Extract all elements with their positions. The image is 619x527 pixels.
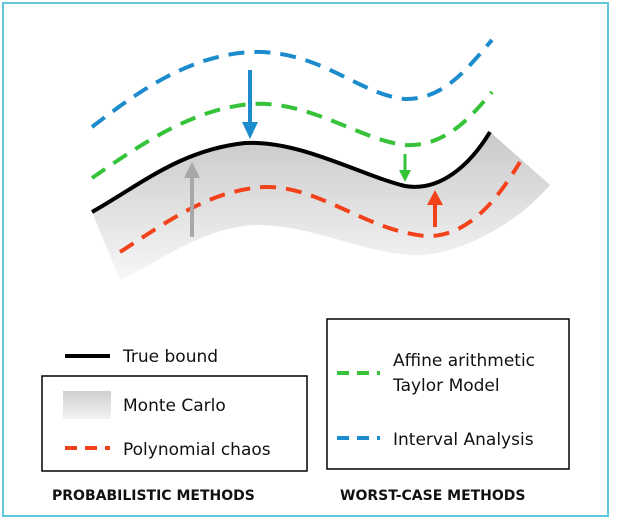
true-bound-curve	[91, 130, 492, 214]
legend-monte-carlo-label: Monte Carlo	[123, 396, 226, 416]
probabilistic-caption: PROBABILISTIC METHODS	[52, 488, 255, 504]
legend-taylor-label: Taylor Model	[392, 376, 500, 396]
figure-frame	[2, 2, 609, 517]
legend-polynomial-chaos-label: Polynomial chaos	[123, 440, 271, 460]
worst-case-legend-box	[326, 318, 570, 470]
gray-arrow	[184, 162, 200, 237]
worst-case-caption: WORST-CASE METHODS	[340, 488, 526, 504]
legend-true-bound-label: True bound	[122, 347, 218, 367]
red-arrow	[427, 190, 443, 227]
legend-interval-label: Interval Analysis	[393, 430, 534, 450]
blue-arrow	[242, 70, 258, 139]
green-arrow	[399, 154, 411, 182]
affine-taylor-curve	[90, 90, 494, 180]
legend-monte-carlo-swatch	[63, 391, 111, 419]
interval-analysis-curve	[90, 38, 494, 129]
monte-carlo-band	[92, 132, 550, 280]
legend-affine-label: Affine arithmetic	[393, 351, 535, 371]
